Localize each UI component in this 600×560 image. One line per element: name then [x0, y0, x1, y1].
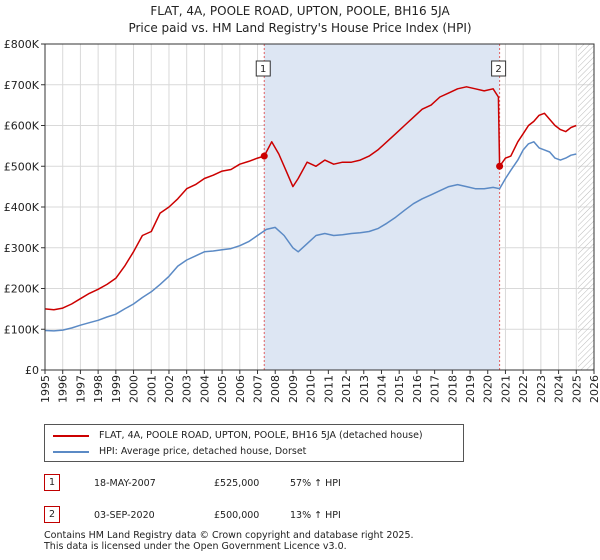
x-tick-label: 2021 [499, 375, 512, 403]
y-tick-label: £400K [4, 201, 40, 214]
x-tick-label: 2007 [252, 375, 265, 403]
x-tick-label: 1997 [74, 375, 87, 403]
legend-item-hpi: HPI: Average price, detached house, Dors… [53, 444, 306, 460]
footer-copyright: Contains HM Land Registry data © Crown c… [44, 530, 414, 541]
x-tick-label: 2022 [517, 375, 530, 403]
y-tick-label: £200K [4, 283, 40, 296]
forecast-hatch [578, 44, 594, 370]
x-tick-label: 2012 [340, 375, 353, 403]
transaction-date: 18-MAY-2007 [94, 478, 156, 489]
sale-label-box [491, 60, 507, 77]
shaded-region [264, 44, 500, 370]
y-tick-label: £500K [4, 160, 40, 173]
x-tick-label: 2003 [181, 375, 194, 403]
legend-label-hpi: HPI: Average price, detached house, Dors… [99, 446, 307, 457]
x-tick-label: 2016 [411, 375, 424, 403]
legend-swatch-hpi [53, 450, 89, 453]
y-tick-label: £100K [4, 323, 40, 336]
x-tick-label: 2006 [234, 375, 247, 403]
sale-label: 1 [260, 64, 266, 75]
x-tick-label: 2010 [305, 375, 318, 403]
x-tick-label: 2024 [553, 375, 566, 403]
legend-label-property: FLAT, 4A, POOLE ROAD, UPTON, POOLE, BH16… [99, 430, 423, 441]
shaded-ownership-period [263, 44, 501, 370]
x-tick-label: 2008 [269, 375, 282, 403]
sale-point [260, 152, 268, 160]
transaction-badge: 2 [44, 506, 60, 523]
legend: FLAT, 4A, POOLE ROAD, UPTON, POOLE, BH16… [44, 424, 464, 462]
x-tick-label: 2004 [198, 375, 211, 403]
x-tick-label: 2000 [128, 375, 141, 403]
sale-label: 2 [495, 64, 501, 75]
y-tick-label: £700K [4, 79, 40, 92]
x-tick-label: 2023 [535, 375, 548, 403]
x-tick-label: 2026 [588, 375, 600, 403]
series-line-hpi [44, 141, 577, 332]
x-tick-label: 2019 [464, 375, 477, 403]
x-tick-label: 1998 [92, 375, 105, 403]
y-tick-label: £0 [25, 364, 39, 377]
chart-title: FLAT, 4A, POOLE ROAD, UPTON, POOLE, BH16… [150, 4, 450, 18]
series-lines [44, 86, 577, 332]
chart-subtitle: Price paid vs. HM Land Registry's House … [128, 21, 472, 35]
x-tick-label: 2002 [163, 375, 176, 403]
transaction-badge: 1 [44, 474, 60, 491]
hatch-region [578, 44, 594, 370]
x-tick-label: 2025 [570, 375, 583, 403]
y-tick-label: £300K [4, 242, 40, 255]
footer-licence: This data is licensed under the Open Gov… [44, 541, 347, 552]
footer: Contains HM Land Registry data © Crown c… [44, 530, 584, 552]
x-tick-label: 2005 [216, 375, 229, 403]
y-tick-label: £600K [4, 120, 40, 133]
x-tick-label: 2014 [375, 375, 388, 403]
legend-swatch-property [53, 434, 89, 437]
x-tick-label: 1996 [57, 375, 70, 403]
x-tick-label: 2013 [358, 375, 371, 403]
x-tick-label: 1995 [39, 375, 52, 403]
axes: £0 £100K £200K £300K £400K £500K £600K £700K £80… [4, 38, 600, 403]
legend-item-property: FLAT, 4A, POOLE ROAD, UPTON, POOLE, BH16… [53, 428, 423, 444]
y-tick-label: £800K [4, 38, 40, 51]
x-tick-label: 1999 [110, 375, 123, 403]
x-tick-label: 2020 [482, 375, 495, 403]
transaction-hpi: 57% ↑ HPI [290, 478, 341, 489]
x-tick-label: 2011 [322, 375, 335, 403]
sale-label-box [255, 60, 271, 77]
x-tick-label: 2001 [145, 375, 158, 403]
x-tick-label: 2018 [446, 375, 459, 403]
x-tick-label: 2009 [287, 375, 300, 403]
transaction-price: £525,000 [214, 478, 260, 489]
transaction-date: 03-SEP-2020 [94, 510, 155, 521]
transaction-hpi: 13% ↑ HPI [290, 510, 341, 521]
sale-point [496, 162, 504, 170]
series-line-property [44, 86, 577, 311]
transaction-price: £500,000 [214, 510, 260, 521]
x-tick-label: 2017 [429, 375, 442, 403]
x-tick-label: 2015 [393, 375, 406, 403]
